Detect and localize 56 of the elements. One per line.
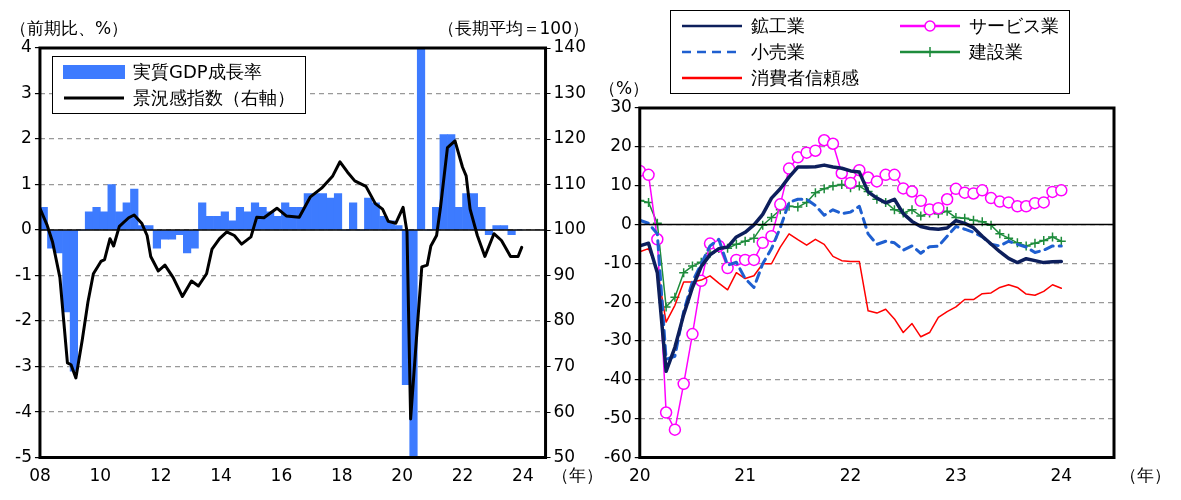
y-tick-label: -2 bbox=[15, 309, 32, 330]
x-tick-label: 23 bbox=[945, 465, 967, 486]
x-tick-label: 24 bbox=[1050, 465, 1073, 486]
x-axis-title: （年） bbox=[551, 464, 603, 485]
legend-label: 小売業 bbox=[750, 40, 805, 64]
y2-tick-label: 90 bbox=[553, 263, 576, 284]
y-tick-label: -4 bbox=[15, 400, 32, 421]
y-tick-label: 1 bbox=[21, 172, 32, 193]
legend-label: 建設業 bbox=[968, 40, 1023, 64]
legend-label: 実質GDP成長率 bbox=[132, 60, 262, 84]
x-tick-label: 08 bbox=[29, 465, 51, 486]
y-axis-title: （%） bbox=[599, 77, 650, 98]
y-tick-label: 2 bbox=[21, 127, 32, 148]
y-tick-label: 30 bbox=[610, 96, 632, 117]
legend-label: 消費者信頼感 bbox=[750, 66, 859, 90]
y2-tick-label: 100 bbox=[553, 218, 587, 239]
x-tick-label: 18 bbox=[330, 465, 353, 486]
x-tick-label: 14 bbox=[210, 465, 232, 486]
x-tick-label: 20 bbox=[628, 465, 651, 486]
legend-label: 鉱工業 bbox=[750, 14, 805, 38]
y2-tick-label: 110 bbox=[553, 172, 587, 193]
y2-tick-label: 130 bbox=[553, 81, 587, 102]
x-tick-label: 16 bbox=[270, 465, 293, 486]
y-tick-label: -60 bbox=[603, 446, 632, 467]
x-tick-label: 22 bbox=[839, 465, 862, 486]
y-axis-title: （前期比、%） bbox=[10, 17, 129, 38]
y-tick-label: -3 bbox=[15, 355, 32, 375]
x-tick-label: 20 bbox=[391, 465, 413, 486]
x-tick-label: 24 bbox=[512, 465, 534, 486]
y2-tick-label: 50 bbox=[553, 446, 576, 467]
y-tick-label: 10 bbox=[610, 174, 632, 195]
y2-tick-label: 120 bbox=[553, 127, 587, 148]
x-axis-title: （年） bbox=[1120, 464, 1171, 485]
legend-label: 景況感指数（右軸） bbox=[132, 86, 295, 110]
y2-tick-label: 70 bbox=[553, 355, 576, 375]
y-tick-label: 4 bbox=[21, 36, 32, 57]
x-tick-label: 21 bbox=[734, 465, 756, 486]
y-tick-label: -20 bbox=[603, 290, 632, 311]
y-tick-label: 3 bbox=[21, 81, 32, 102]
x-tick-label: 12 bbox=[149, 465, 172, 486]
y2-tick-label: 80 bbox=[553, 309, 576, 330]
y-tick-label: -50 bbox=[603, 407, 632, 428]
y-tick-label: 0 bbox=[620, 212, 632, 233]
y-tick-label: -1 bbox=[15, 263, 32, 284]
y-tick-label: -10 bbox=[603, 251, 632, 272]
y2-axis-title: （長期平均＝100） bbox=[437, 17, 589, 38]
y-tick-label: -30 bbox=[603, 329, 632, 350]
x-tick-label: 10 bbox=[89, 465, 112, 486]
y-tick-label: -40 bbox=[603, 368, 632, 389]
y-tick-label: 0 bbox=[21, 218, 32, 239]
y2-tick-label: 140 bbox=[553, 36, 587, 57]
legend-label: サービス業 bbox=[968, 14, 1059, 38]
x-tick-label: 22 bbox=[451, 465, 474, 486]
y2-tick-label: 60 bbox=[553, 400, 576, 421]
y-tick-label: -5 bbox=[15, 446, 32, 467]
y-tick-label: 20 bbox=[610, 135, 632, 156]
